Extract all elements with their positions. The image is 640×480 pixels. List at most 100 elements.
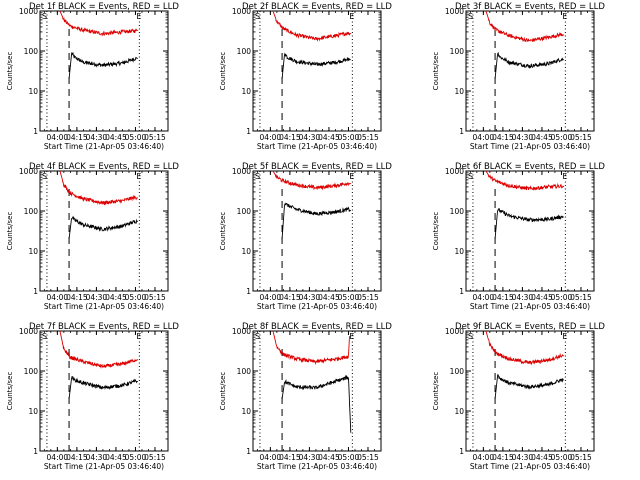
chart-title: Det 6f BLACK = Events, RED = LLD (455, 162, 605, 172)
y-tick-label: 10 (28, 247, 38, 256)
x-tick-label: 04:45 (318, 133, 340, 142)
x-axis-label: Start Time (21-Apr-05 03:46:40) (44, 302, 164, 311)
x-axis-label: Start Time (21-Apr-05 03:46:40) (44, 142, 164, 151)
x-tick-label: 04:30 (86, 453, 108, 462)
y-tick-label: 100 (237, 367, 252, 376)
x-tick-label: 05:15 (357, 133, 379, 142)
end-marker-label: E (136, 332, 141, 341)
y-axis-label: Counts/sec (219, 52, 227, 91)
x-tick-label: 04:00 (47, 453, 69, 462)
chart-title: Det 7f BLACK = Events, RED = LLD (29, 322, 179, 332)
y-tick-label: 100 (24, 47, 39, 56)
x-tick-label: 04:30 (86, 133, 108, 142)
y-tick-label: 1 (246, 287, 251, 296)
start-marker-label: S (468, 332, 473, 341)
x-tick-label: 04:30 (299, 293, 321, 302)
y-axis-label: Counts/sec (219, 212, 227, 251)
lld-series-line (485, 170, 565, 191)
plot-frame (465, 330, 595, 452)
y-tick-label: 10 (454, 407, 464, 416)
lld-series-line (485, 330, 565, 366)
chart-panel-2: Det 2f BLACK = Events, RED = LLD 1 10 100 10… (219, 2, 392, 151)
y-tick-label: 1 (459, 447, 464, 456)
x-tick-label: 04:45 (531, 293, 553, 302)
start-marker-label: S (42, 332, 47, 341)
plot-frame (465, 170, 595, 292)
y-tick-label: 10 (454, 87, 464, 96)
chart-title: Det 4f BLACK = Events, RED = LLD (29, 162, 179, 172)
x-tick-label: 04:15 (279, 293, 301, 302)
plot-frame (252, 170, 382, 292)
y-tick-label: 100 (24, 207, 39, 216)
y-tick-label: 1000 (19, 167, 38, 176)
start-marker-label: S (42, 172, 47, 181)
lld-series-line (485, 10, 565, 43)
y-tick-label: 100 (450, 367, 465, 376)
y-axis-label: Counts/sec (432, 52, 440, 91)
x-tick-label: 04:30 (299, 453, 321, 462)
x-tick-label: 04:15 (492, 453, 514, 462)
chart-panel-6: Det 6f BLACK = Events, RED = LLD 1 10 100 10… (432, 162, 605, 311)
x-tick-label: 04:00 (260, 293, 282, 302)
x-axis-label: Start Time (21-Apr-05 03:46:40) (257, 142, 377, 151)
end-marker-label: E (136, 12, 141, 21)
plot-frame (39, 10, 169, 132)
y-axis-label: Counts/sec (6, 212, 14, 251)
x-axis-label: Start Time (21-Apr-05 03:46:40) (44, 462, 164, 471)
chart-title: Det 5f BLACK = Events, RED = LLD (242, 162, 392, 172)
chart-panel-8: Det 8f BLACK = Events, RED = LLD 1 10 100 10… (219, 322, 392, 471)
chart-title: Det 1f BLACK = Events, RED = LLD (29, 2, 179, 12)
end-marker-label: E (562, 332, 567, 341)
x-tick-label: 05:15 (570, 133, 592, 142)
events-series-line (281, 202, 352, 239)
x-tick-label: 05:15 (144, 453, 166, 462)
lld-series-line (272, 170, 352, 191)
y-tick-label: 1 (33, 287, 38, 296)
x-tick-label: 05:15 (144, 293, 166, 302)
x-axis-label: Start Time (21-Apr-05 03:46:40) (257, 302, 377, 311)
x-tick-label: 04:30 (512, 133, 534, 142)
x-tick-label: 04:15 (279, 133, 301, 142)
x-tick-label: 04:00 (47, 133, 69, 142)
x-tick-label: 04:45 (531, 133, 553, 142)
x-tick-label: 04:45 (105, 293, 127, 302)
events-series-line (68, 215, 138, 240)
x-axis-label: Start Time (21-Apr-05 03:46:40) (257, 462, 377, 471)
x-tick-label: 04:45 (105, 453, 127, 462)
x-tick-label: 04:00 (473, 133, 495, 142)
x-tick-label: 05:00 (338, 293, 360, 302)
y-tick-label: 10 (241, 247, 251, 256)
y-tick-label: 1000 (232, 167, 251, 176)
events-series-line (494, 208, 564, 239)
chart-title: Det 9f BLACK = Events, RED = LLD (455, 322, 605, 332)
x-tick-label: 04:45 (318, 453, 340, 462)
chart-panel-1: Det 1f BLACK = Events, RED = LLD 1 10 100 10… (6, 2, 179, 151)
chart-panel-4: Det 4f BLACK = Events, RED = LLD 1 10 100 10… (6, 162, 179, 311)
start-marker-label: S (255, 172, 260, 181)
x-tick-label: 04:45 (531, 453, 553, 462)
plot-frame (252, 10, 382, 132)
y-tick-label: 1 (459, 287, 464, 296)
x-tick-label: 04:30 (512, 453, 534, 462)
end-marker-label: E (562, 12, 567, 21)
start-marker-label: S (468, 172, 473, 181)
plot-frame (39, 330, 169, 452)
y-axis-label: Counts/sec (432, 212, 440, 251)
x-tick-label: 04:30 (86, 293, 108, 302)
x-tick-label: 05:00 (125, 453, 147, 462)
y-tick-label: 100 (237, 207, 252, 216)
chart-title: Det 8f BLACK = Events, RED = LLD (242, 322, 392, 332)
y-axis-label: Counts/sec (6, 372, 14, 411)
y-tick-label: 100 (237, 47, 252, 56)
x-tick-label: 05:00 (551, 293, 573, 302)
x-tick-label: 05:15 (570, 293, 592, 302)
y-tick-label: 1000 (445, 167, 464, 176)
y-tick-label: 1 (33, 127, 38, 136)
events-series-line (68, 375, 138, 400)
start-marker-label: S (42, 12, 47, 21)
x-tick-label: 04:30 (512, 293, 534, 302)
y-axis-label: Counts/sec (6, 52, 14, 91)
events-series-line (68, 52, 138, 80)
x-tick-label: 04:15 (492, 293, 514, 302)
x-tick-label: 04:15 (279, 453, 301, 462)
